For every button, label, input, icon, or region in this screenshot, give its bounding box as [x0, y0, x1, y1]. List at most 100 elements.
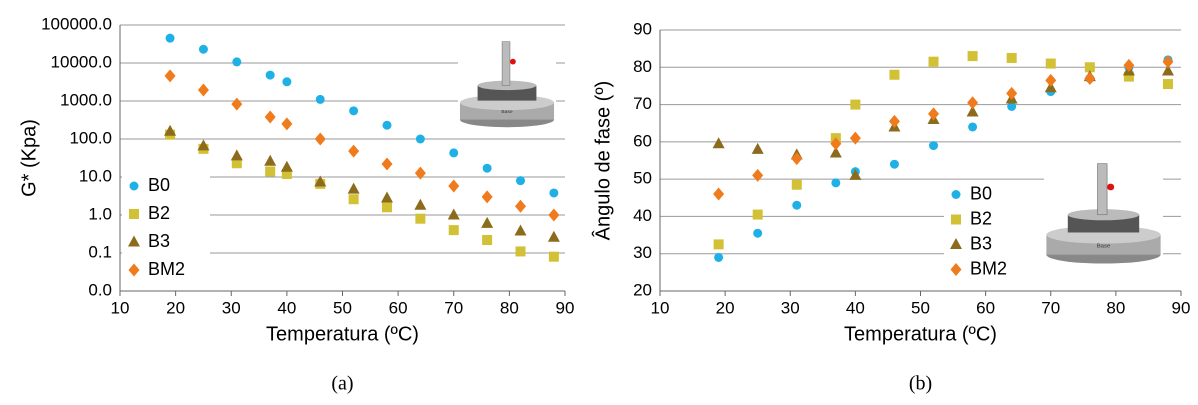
- data-point: [448, 225, 459, 236]
- y-tick-label: 0.0: [88, 280, 112, 299]
- data-point: [1006, 52, 1017, 63]
- spindle: [1097, 163, 1108, 216]
- data-point: [197, 139, 210, 151]
- x-tick-label: 40: [277, 298, 296, 317]
- y-tick-label: 90: [633, 19, 652, 38]
- x-tick-label: 70: [444, 298, 463, 317]
- rheometer-image: Base: [1044, 157, 1163, 268]
- data-point: [381, 191, 393, 203]
- data-point: [1123, 58, 1135, 72]
- data-point: [751, 142, 764, 154]
- data-point: [265, 70, 275, 80]
- data-point: [347, 182, 360, 194]
- data-point: [482, 234, 493, 245]
- data-point: [314, 132, 326, 146]
- data-point: [928, 56, 939, 67]
- data-point: [1045, 58, 1056, 69]
- y-tick-label: 50: [633, 169, 652, 188]
- data-point: [1123, 71, 1134, 82]
- y-tick-label: 60: [633, 131, 652, 150]
- data-point: [414, 166, 426, 180]
- data-point: [231, 158, 242, 169]
- data-point: [230, 149, 243, 161]
- rheometer-image: Base: [458, 36, 556, 131]
- legend-label: BM2: [148, 259, 185, 279]
- data-point: [482, 163, 492, 173]
- data-point: [515, 199, 526, 213]
- legend-marker: [950, 238, 962, 249]
- data-point: [265, 166, 276, 177]
- x-tick-label: 20: [716, 298, 735, 317]
- y-tick-label: 10.0: [79, 166, 112, 185]
- data-point: [752, 168, 764, 182]
- y-tick-label: 100000.0: [41, 14, 112, 33]
- x-tick-label: 80: [1106, 298, 1125, 317]
- x-tick-label: 10: [111, 298, 130, 317]
- x-tick-label: 30: [222, 298, 241, 317]
- data-point: [315, 94, 325, 104]
- data-point: [515, 246, 526, 257]
- data-point: [281, 168, 292, 179]
- legend-label: B3: [970, 233, 992, 253]
- x-axis-label: Temperatura (ºC): [266, 323, 419, 345]
- data-point: [967, 96, 979, 110]
- data-point: [280, 160, 293, 172]
- y-tick-label: 80: [633, 57, 652, 76]
- data-point: [382, 120, 392, 130]
- data-point: [481, 216, 494, 228]
- data-point: [348, 144, 360, 158]
- data-point: [966, 105, 979, 117]
- legend-marker: [950, 263, 962, 276]
- x-tick-label: 90: [556, 298, 575, 317]
- x-tick-label: 20: [166, 298, 185, 317]
- data-point: [829, 146, 842, 158]
- y-axis-label: G* (Kpa): [18, 119, 40, 197]
- x-tick-label: 50: [911, 298, 930, 317]
- data-point: [792, 200, 802, 210]
- data-point: [197, 83, 209, 97]
- caption: (b): [909, 373, 932, 395]
- data-point: [231, 97, 243, 111]
- y-tick-label: 10000.0: [51, 52, 112, 71]
- x-tick-label: 10: [651, 298, 670, 317]
- y-tick-label: 70: [633, 94, 652, 113]
- caption: (a): [331, 373, 353, 395]
- data-point: [968, 122, 978, 132]
- data-point: [547, 230, 560, 242]
- data-point: [516, 176, 525, 186]
- y-tick-label: 1.0: [88, 204, 112, 223]
- data-point: [850, 99, 861, 110]
- data-point: [1161, 64, 1174, 76]
- data-point: [448, 179, 460, 193]
- x-axis-label: Temperatura (ºC): [844, 323, 997, 345]
- data-point: [849, 131, 861, 145]
- data-point: [449, 148, 459, 158]
- data-point: [1006, 86, 1018, 100]
- data-point: [791, 152, 803, 166]
- data-point: [447, 208, 460, 220]
- x-tick-label: 50: [333, 298, 352, 317]
- y-tick-label: 100.0: [69, 128, 112, 147]
- data-point: [752, 209, 763, 220]
- data-point: [1007, 101, 1017, 111]
- data-point: [1162, 55, 1174, 69]
- x-tick-label: 60: [976, 298, 995, 317]
- data-point: [164, 124, 177, 136]
- data-point: [264, 154, 277, 166]
- data-point: [415, 134, 425, 144]
- x-tick-label: 90: [1172, 298, 1191, 317]
- x-tick-label: 30: [781, 298, 800, 317]
- data-point: [349, 106, 359, 116]
- data-point: [414, 198, 427, 210]
- data-point: [1045, 73, 1057, 87]
- data-point: [889, 69, 900, 80]
- data-point: [712, 137, 725, 149]
- spindle: [501, 41, 511, 86]
- data-point: [281, 117, 293, 131]
- data-point: [548, 251, 559, 262]
- data-point: [889, 159, 899, 169]
- data-point: [830, 137, 842, 151]
- data-point: [1084, 71, 1096, 85]
- y-tick-label: 20: [633, 280, 652, 299]
